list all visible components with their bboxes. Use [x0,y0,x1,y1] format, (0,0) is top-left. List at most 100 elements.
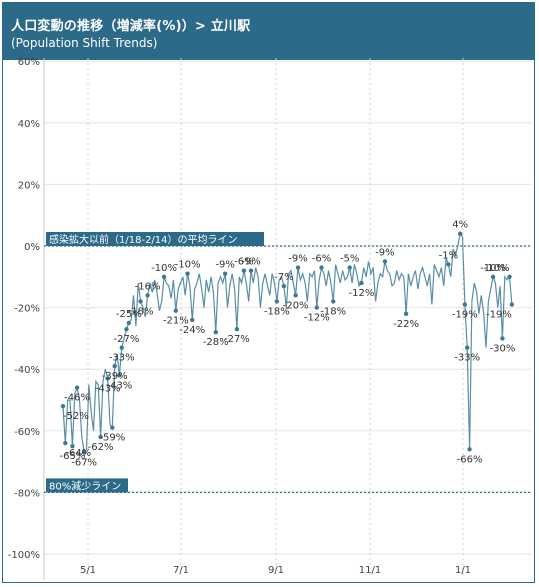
data-point [60,403,66,409]
data-label: -12% [349,288,375,299]
chart-subtitle: (Population Shift Trends) [11,36,158,50]
data-label: -33% [109,353,135,364]
data-label: -43% [106,380,132,391]
x-tick-label: 7/1 [173,565,189,576]
data-label: -39% [102,371,128,382]
y-tick-label: 60% [18,57,40,68]
y-tick-label: 40% [18,119,40,130]
data-label: -9% [288,254,307,265]
series-path [62,232,513,454]
data-label: -43% [95,383,121,394]
data-point [234,326,240,332]
data-label: -10% [175,260,201,271]
y-tick-label: -20% [14,304,40,315]
data-label: -18% [264,306,290,317]
data-label: -52% [63,411,89,422]
data-point [467,447,472,452]
data-point [173,308,178,313]
data-point [126,320,131,326]
y-tick-label: -40% [14,365,40,376]
reference-band [46,232,264,246]
data-point [74,385,80,390]
y-tick-label: 0% [24,242,40,253]
y-tick-label: -60% [14,427,40,438]
data-point [465,345,470,350]
data-point [112,363,117,369]
data-label: -22% [393,319,419,330]
data-point [138,299,143,304]
data-point [403,311,409,316]
data-label: -20% [283,300,309,311]
series-line [60,231,515,455]
data-point [98,434,103,440]
data-point [446,262,451,267]
data-point [110,425,115,430]
data-label: -27% [224,334,250,345]
data-point [359,280,364,286]
data-point [248,268,254,273]
data-labels: -52% -64%-65% -46% -67% -62%-59% -39%-43%-43%… [59,220,515,469]
data-label: -1% [439,250,458,261]
data-point [190,317,195,323]
data-label: -33% [454,353,480,364]
data-point [241,268,247,273]
data-point [382,259,388,264]
data-point [500,336,505,341]
data-label: -16% [135,281,161,292]
data-point [119,345,124,350]
data-point [105,376,110,381]
data-label: -59% [99,433,125,444]
data-label: -28% [203,337,229,348]
reference-lines: 感染拡大以前（1/18-2/14）の平均ライン 80%減少ライン [44,232,532,493]
data-label: -7% [274,272,293,283]
data-point [462,302,468,307]
data-point [124,326,129,332]
data-label: -9% [375,247,394,258]
data-label: 4% [452,220,468,231]
data-point [281,283,287,289]
data-point [507,274,512,279]
reference-label: 感染拡大以前（1/18-2/14）の平均ライン [49,233,238,246]
data-label: -5% [340,254,359,265]
data-point [145,293,150,298]
data-label: -67% [71,457,97,468]
chart-header: 人口変動の推移（増減率(%)）> 立川駅 (Population Shift T… [3,3,534,60]
reference-label: 80%減少ライン [49,479,121,492]
data-label: -6% [312,254,331,265]
reference-band [46,478,128,493]
data-point [509,302,515,307]
data-point [63,440,68,446]
data-label: -65% [59,451,85,462]
data-label: -46% [64,393,90,404]
x-tick-label: 1/1 [455,565,471,576]
data-point [331,299,336,304]
data-point [70,444,75,449]
data-point [161,274,167,279]
x-tick-label: 5/1 [80,565,96,576]
data-label: -9% [215,260,234,271]
data-point [222,271,228,276]
data-label: -6% [234,257,253,268]
y-tick-label: 20% [18,180,40,191]
data-label: -10% [480,263,506,274]
x-tick-label: 9/1 [268,565,284,576]
data-label: -9% [241,257,260,268]
data-label: -24% [179,325,205,336]
y-tick-label: -100% [8,550,40,561]
data-label: -21% [163,316,189,327]
chart-title: 人口変動の推移（増減率(%)）> 立川駅 [11,19,251,34]
data-label: -19% [486,310,512,321]
data-point [213,330,218,335]
x-tick-label: 11/1 [359,565,381,576]
data-label: -25% [116,309,142,320]
data-point [490,274,496,279]
data-label: -19% [452,310,478,321]
data-label: -30% [490,343,516,354]
data-point [117,373,122,378]
data-point [295,265,301,270]
data-point [293,293,298,298]
data-label: -12% [304,313,330,324]
y-tick-label: -80% [14,488,40,499]
axis-labels: 60% 40% 20% 0% -20% -40% -60% -80% -100% 5/1 7/1 9/… [8,57,471,576]
